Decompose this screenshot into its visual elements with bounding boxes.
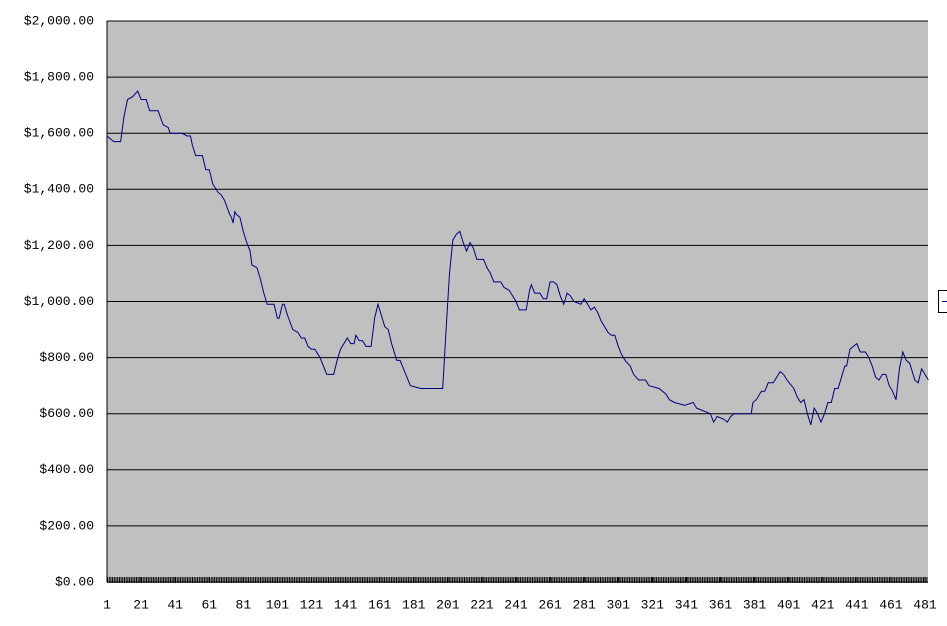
- x-tick-label: 101: [266, 597, 290, 612]
- x-tick-label: 41: [167, 597, 183, 612]
- x-tick-label: 241: [504, 597, 528, 612]
- x-tick-label: 141: [334, 597, 358, 612]
- y-tick-label: $1,800.00: [24, 70, 94, 85]
- y-tick-label: $0.00: [55, 574, 94, 589]
- y-tick-label: $600.00: [39, 406, 94, 421]
- y-tick-label: $1,600.00: [24, 126, 94, 141]
- x-tick-label: 281: [572, 597, 596, 612]
- x-tick-label: 1: [103, 597, 111, 612]
- x-tick-label: 441: [845, 597, 869, 612]
- x-tick-label: 361: [709, 597, 733, 612]
- y-tick-label: $200.00: [39, 518, 94, 533]
- x-tick-label: 81: [236, 597, 252, 612]
- y-tick-label: $1,200.00: [24, 238, 94, 253]
- x-tick-label: 261: [538, 597, 562, 612]
- y-tick-label: $1,000.00: [24, 294, 94, 309]
- x-tick-label: 381: [743, 597, 767, 612]
- line-series: [106, 90, 929, 426]
- x-tick-label: 161: [368, 597, 392, 612]
- x-tick-label: 421: [811, 597, 835, 612]
- x-tick-label: 221: [470, 597, 494, 612]
- x-tick-label: 121: [300, 597, 324, 612]
- x-tick-label: 461: [879, 597, 903, 612]
- x-tick-label: 301: [607, 597, 631, 612]
- y-tick-label: $800.00: [39, 350, 94, 365]
- x-tick-label: 481: [913, 597, 937, 612]
- x-tick-label: 341: [675, 597, 699, 612]
- x-tick-label: 181: [402, 597, 426, 612]
- x-tick-label: 321: [641, 597, 665, 612]
- x-tick-label: 21: [133, 597, 149, 612]
- x-tick-label: 201: [436, 597, 460, 612]
- y-tick-label: $2,000.00: [24, 13, 94, 28]
- y-tick-label: $1,400.00: [24, 182, 94, 197]
- y-tick-label: $400.00: [39, 462, 94, 477]
- x-tick-label: 401: [777, 597, 801, 612]
- x-tick-label: 61: [201, 597, 217, 612]
